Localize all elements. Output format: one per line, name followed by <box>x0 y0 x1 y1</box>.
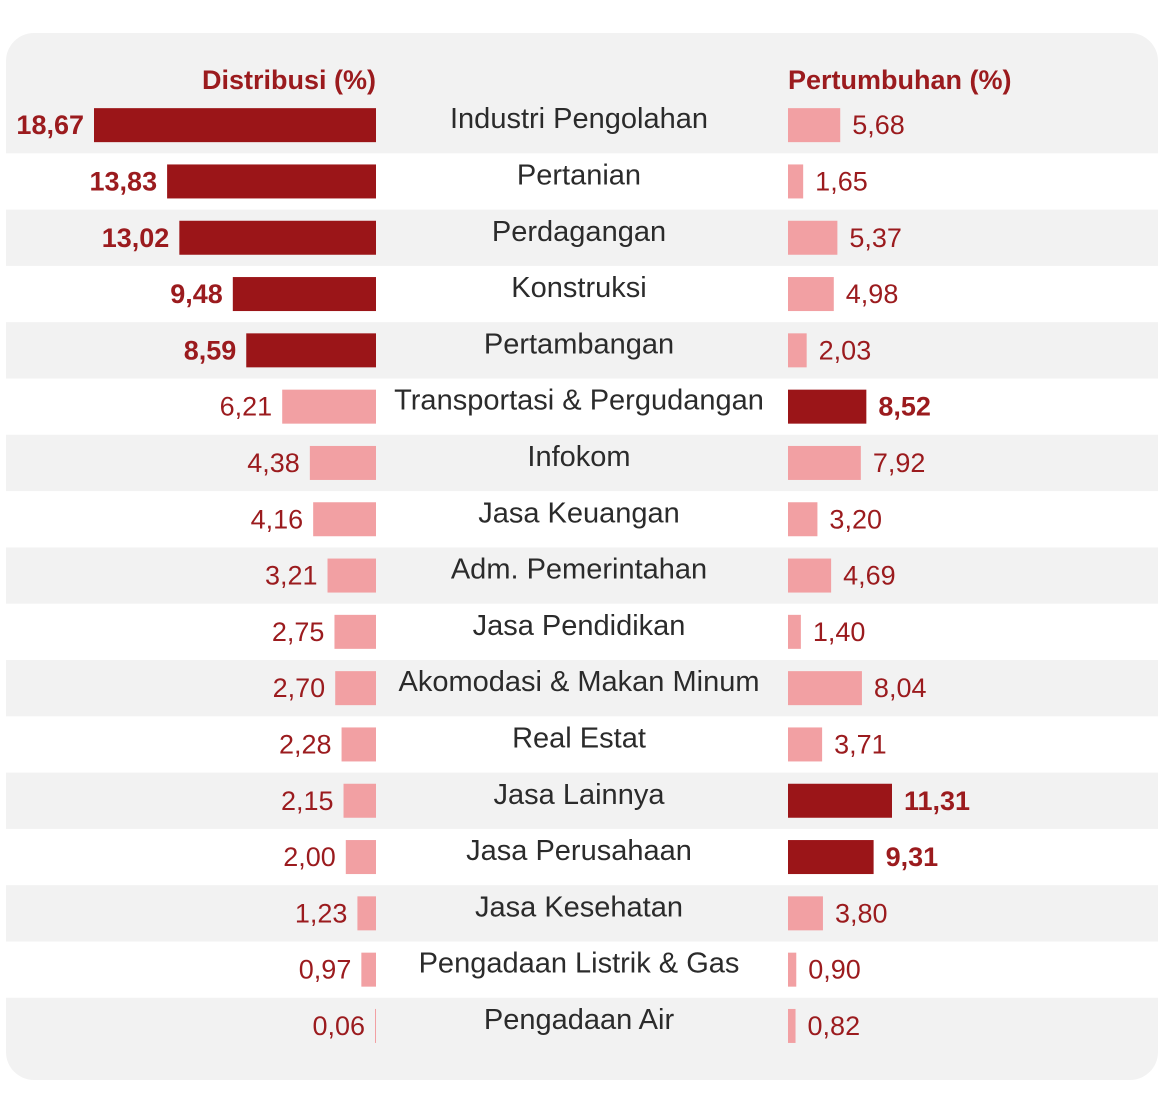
growth-bar-3 <box>788 220 838 255</box>
distribution-label-11: 2,70 <box>273 673 326 703</box>
category-label-15: Jasa Kesehatan <box>475 891 683 923</box>
distribution-bar-12 <box>341 727 376 762</box>
row-band-10 <box>6 603 1158 660</box>
growth-label-4: 4,98 <box>846 279 899 309</box>
growth-bar-12 <box>788 727 823 762</box>
category-label-13: Jasa Lainnya <box>494 779 666 811</box>
growth-bar-7 <box>788 445 861 480</box>
category-label-17: Pengadaan Air <box>484 1004 675 1036</box>
bar-chart: Distribusi (%) Pertumbuhan (%) 18,67 Indu… <box>6 65 1158 1043</box>
distribution-bar-11 <box>335 671 376 706</box>
growth-bar-15 <box>788 896 823 931</box>
category-label-2: Pertanian <box>517 159 641 191</box>
row-band-14 <box>6 828 1158 886</box>
growth-bar-11 <box>788 671 862 706</box>
distribution-bar-10 <box>334 614 376 649</box>
distribution-bar-16 <box>361 952 376 987</box>
distribution-header: Distribusi (%) <box>202 65 376 95</box>
distribution-bar-14 <box>345 840 376 875</box>
distribution-label-7: 4,38 <box>247 448 300 478</box>
category-label-16: Pengadaan Listrik & Gas <box>419 948 740 980</box>
distribution-label-6: 6,21 <box>220 392 273 422</box>
growth-label-17: 0,82 <box>808 1011 861 1041</box>
distribution-bar-1 <box>94 108 376 143</box>
category-label-7: Infokom <box>527 441 630 473</box>
growth-label-13: 11,31 <box>904 786 970 816</box>
growth-header: Pertumbuhan (%) <box>788 65 1012 95</box>
growth-label-15: 3,80 <box>835 898 888 928</box>
category-label-8: Jasa Keuangan <box>478 497 680 529</box>
category-label-1: Industri Pengolahan <box>450 103 708 135</box>
growth-bar-16 <box>788 952 797 987</box>
growth-bar-9 <box>788 558 832 593</box>
distribution-bar-4 <box>232 277 376 312</box>
distribution-label-14: 2,00 <box>283 842 336 872</box>
distribution-bar-13 <box>343 783 376 818</box>
distribution-label-3: 13,02 <box>102 223 170 253</box>
distribution-bar-5 <box>246 333 376 368</box>
row-band-16 <box>6 941 1158 998</box>
distribution-label-8: 4,16 <box>251 504 304 534</box>
distribution-label-16: 0,97 <box>299 955 352 985</box>
distribution-bar-2 <box>167 164 376 199</box>
distribution-label-13: 2,15 <box>281 786 334 816</box>
distribution-label-17: 0,06 <box>312 1011 365 1041</box>
distribution-label-1: 18,67 <box>16 110 84 140</box>
distribution-label-5: 8,59 <box>184 335 237 365</box>
growth-bar-13 <box>788 783 892 818</box>
growth-label-10: 1,40 <box>813 617 866 647</box>
growth-bar-17 <box>788 1008 796 1043</box>
growth-label-3: 5,37 <box>849 223 902 253</box>
row-band-8 <box>6 491 1158 548</box>
growth-label-16: 0,90 <box>808 955 861 985</box>
growth-label-1: 5,68 <box>852 110 905 140</box>
category-label-11: Akomodasi & Makan Minum <box>398 666 759 698</box>
growth-label-12: 3,71 <box>834 729 887 759</box>
distribution-label-15: 1,23 <box>295 898 348 928</box>
row-band-12 <box>6 716 1158 773</box>
distribution-bar-3 <box>179 220 376 255</box>
distribution-bar-9 <box>327 558 376 593</box>
growth-bar-4 <box>788 277 834 312</box>
growth-label-8: 3,20 <box>829 504 882 534</box>
distribution-label-9: 3,21 <box>265 561 318 591</box>
distribution-label-4: 9,48 <box>170 279 223 309</box>
growth-label-6: 8,52 <box>878 392 931 422</box>
category-label-9: Adm. Pemerintahan <box>451 554 707 586</box>
growth-bar-1 <box>788 108 841 143</box>
growth-bar-14 <box>788 840 874 875</box>
growth-label-2: 1,65 <box>815 166 868 196</box>
distribution-bar-8 <box>313 502 376 537</box>
growth-label-14: 9,31 <box>886 842 939 872</box>
growth-label-5: 2,03 <box>819 335 872 365</box>
distribution-bar-15 <box>357 896 376 931</box>
growth-bar-5 <box>788 333 807 368</box>
category-label-5: Pertambangan <box>484 328 674 360</box>
category-label-3: Perdagangan <box>492 216 666 248</box>
growth-bar-10 <box>788 614 801 649</box>
growth-bar-6 <box>788 389 867 424</box>
growth-label-7: 7,92 <box>873 448 926 478</box>
distribution-label-2: 13,83 <box>90 166 158 196</box>
distribution-bar-17 <box>375 1008 376 1043</box>
distribution-bar-6 <box>282 389 376 424</box>
row-band-4 <box>6 265 1158 323</box>
category-label-12: Real Estat <box>512 722 646 754</box>
growth-bar-8 <box>788 502 818 537</box>
growth-label-11: 8,04 <box>874 673 927 703</box>
category-label-6: Transportasi & Pergudangan <box>394 385 764 417</box>
distribution-bar-7 <box>309 445 376 480</box>
distribution-label-12: 2,28 <box>279 729 332 759</box>
growth-label-9: 4,69 <box>843 561 896 591</box>
category-label-14: Jasa Perusahaan <box>466 835 692 867</box>
category-label-10: Jasa Pendidikan <box>473 610 686 642</box>
category-label-4: Konstruksi <box>511 272 646 304</box>
distribution-label-10: 2,75 <box>272 617 325 647</box>
row-band-6 <box>6 378 1158 435</box>
chart-card: Distribusi (%) Pertumbuhan (%) 18,67 Indu… <box>6 33 1158 1080</box>
growth-bar-2 <box>788 164 804 199</box>
